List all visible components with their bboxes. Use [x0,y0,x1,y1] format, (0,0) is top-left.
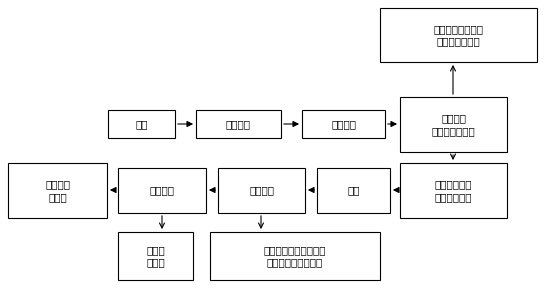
Bar [380,8,537,62]
Text: 升温: 升温 [347,186,360,196]
Text: 交联反应: 交联反应 [249,186,274,196]
Bar [196,110,281,138]
Bar [118,232,193,280]
Text: 干燥的成
品包装: 干燥的成 品包装 [45,179,70,202]
Text: 加入交联剂和
催化剂水溶液: 加入交联剂和 催化剂水溶液 [435,179,472,202]
Text: 废气排
入大气: 废气排 入大气 [146,245,165,267]
Bar [400,97,507,152]
Text: 搅拌混合: 搅拌混合 [226,119,251,129]
Bar [218,168,305,213]
Bar [118,168,206,213]
Text: 空气注入
聚乙烯二醇吸附: 空气注入 聚乙烯二醇吸附 [432,113,475,136]
Text: 未被吸附的聚乙烯
二醇排至循环罐: 未被吸附的聚乙烯 二醇排至循环罐 [434,24,484,46]
Bar [400,163,507,218]
Bar [210,232,380,280]
Text: 投料: 投料 [135,119,148,129]
Text: 未反应交联剂催化剂排
至回收罐，重复利用: 未反应交联剂催化剂排 至回收罐，重复利用 [264,245,326,267]
Bar [8,163,107,218]
Bar [302,110,385,138]
Text: 热风干燥: 热风干燥 [149,186,174,196]
Bar [317,168,390,213]
Bar [108,110,175,138]
Text: 真空脱气: 真空脱气 [331,119,356,129]
